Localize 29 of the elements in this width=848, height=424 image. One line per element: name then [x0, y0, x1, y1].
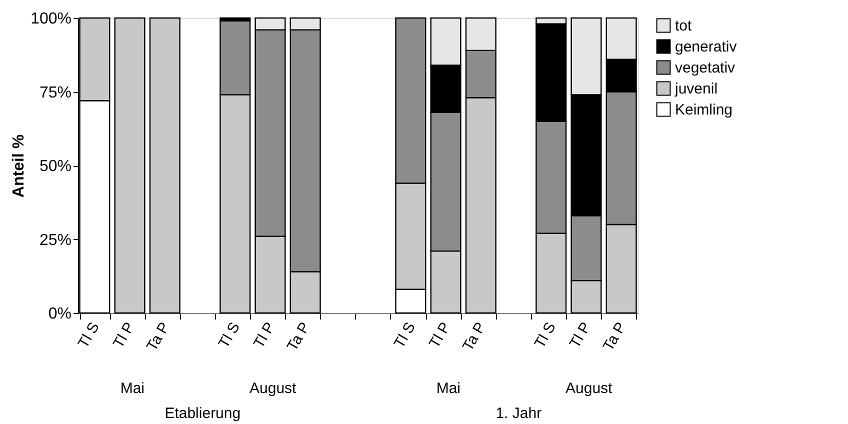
x-tick-label: Tl P [426, 320, 454, 352]
y-tick-label: 50% [39, 158, 72, 175]
x-tick-label: Tl P [110, 320, 138, 352]
x-tick-label: Tl S [215, 320, 244, 352]
y-tick-label: 0% [48, 306, 72, 322]
x-tick-label: Ta P [284, 320, 314, 354]
y-axis-title: Anteil % [10, 134, 28, 198]
x-tick-label: Tl S [74, 320, 103, 352]
x-tick-label: Tl S [531, 320, 560, 352]
legend-label: Keimling [675, 102, 733, 118]
y-tick-label: 75% [39, 84, 72, 102]
x-tick-label: Ta P [143, 320, 174, 354]
legend-label: juvenil [674, 80, 718, 98]
text: Mai [120, 380, 145, 397]
text: Mai [436, 380, 460, 397]
x-tick-label: Ta P [459, 320, 490, 354]
x-tick-label: Tl S [390, 320, 419, 352]
text: August [250, 380, 298, 397]
x-tick-label: Tl P [250, 320, 279, 352]
x-tick-label: Tl P [566, 320, 595, 352]
text: Etablierung [164, 405, 241, 422]
y-tick-label: 25% [39, 232, 72, 249]
text: 1. Jahr [496, 405, 542, 422]
legend-label: vegetativ [675, 60, 736, 76]
x-tick-label: Ta P [600, 320, 630, 354]
legend-label: generativ [675, 38, 738, 56]
legend-label: tot [675, 18, 693, 34]
y-tick-label: 100% [30, 10, 72, 28]
text: August [565, 380, 614, 397]
